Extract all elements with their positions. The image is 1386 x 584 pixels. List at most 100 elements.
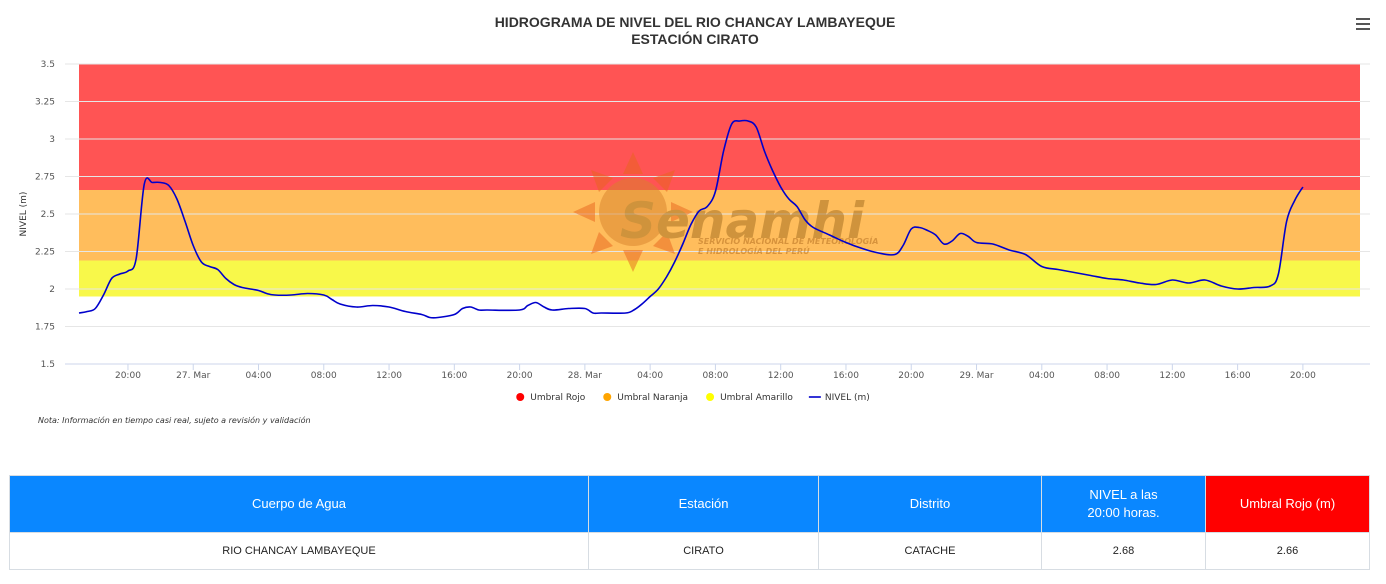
series-layer <box>78 119 1305 320</box>
x-tick-label: 28. Mar <box>568 371 602 381</box>
threshold-bands <box>79 64 1360 297</box>
y-tick-label: 2.75 <box>35 173 55 183</box>
data-point <box>533 300 538 305</box>
data-point <box>1235 287 1240 292</box>
legend-item-umbral-rojo[interactable]: Umbral Rojo <box>516 393 586 403</box>
legend[interactable]: Umbral Rojo Umbral Naranja Umbral Amarillo… <box>516 393 870 403</box>
data-point <box>966 234 971 239</box>
data-point <box>623 311 628 316</box>
data-point <box>1276 272 1281 277</box>
data-point <box>1300 185 1305 190</box>
x-tick-label: 29. Mar <box>959 371 993 381</box>
data-point <box>117 272 122 277</box>
menu-bar <box>1356 23 1370 25</box>
data-point <box>329 297 334 302</box>
watermark-subtitle-line1: SERVICIO NACIONAL DE METEOROLOGÍA <box>698 235 878 246</box>
header-estacion: Estación <box>588 475 819 533</box>
data-point <box>436 315 441 320</box>
data-point <box>941 242 946 247</box>
sun-icon <box>573 152 693 272</box>
data-point <box>737 119 742 124</box>
y-tick-label: 3 <box>49 135 55 145</box>
data-note: Nota: Información en tiempo casi real, s… <box>38 416 311 425</box>
x-tick-label: 16:00 <box>441 371 467 381</box>
data-point <box>803 218 808 223</box>
menu-bar <box>1356 28 1370 30</box>
data-point <box>1170 278 1175 283</box>
cell-nivel: 2.68 <box>1041 532 1206 570</box>
data-point <box>419 312 424 317</box>
axes: 1.5 1.75 2 2.25 2.5 2.75 3 3.25 3.5 20:00 27. Mar 0… <box>35 60 1370 381</box>
data-point <box>1072 270 1077 275</box>
data-point <box>1202 278 1207 283</box>
y-tick-label: 3.5 <box>41 60 55 70</box>
data-point <box>582 306 587 311</box>
data-point <box>338 302 343 307</box>
menu-bar <box>1356 18 1370 20</box>
hamburger-menu-icon[interactable] <box>1356 18 1370 30</box>
senamhi-logo-watermark: Senamhi SERVICIO NACIONAL DE METEOROLOGÍ… <box>573 152 878 272</box>
data-point <box>550 308 555 313</box>
data-point <box>305 291 310 296</box>
data-point <box>354 305 359 310</box>
data-point <box>843 240 848 245</box>
band-umbral-amarillo <box>79 260 1360 297</box>
data-point <box>672 260 677 265</box>
y-axis-label: NIVEL (m) <box>19 192 29 237</box>
data-point <box>917 225 922 230</box>
data-point <box>705 204 710 209</box>
data-point <box>827 233 832 238</box>
cell-distrito: CATACHE <box>818 532 1042 570</box>
data-point <box>166 183 171 188</box>
data-point <box>240 285 245 290</box>
hydrograph-chart: Senamhi SERVICIO NACIONAL DE METEOROLOGÍ… <box>19 60 1370 403</box>
data-point <box>542 305 547 310</box>
legend-symbol-circle <box>516 393 525 401</box>
data-point <box>387 305 392 310</box>
data-point <box>191 243 196 248</box>
data-point <box>746 119 751 124</box>
header-distrito: Distrito <box>818 475 1042 533</box>
legend-item-nivel-m[interactable]: NIVEL (m) <box>808 393 870 403</box>
x-tick-label: 20:00 <box>1290 371 1316 381</box>
data-point <box>1186 281 1191 286</box>
x-tick-label: 08:00 <box>311 371 337 381</box>
data-point <box>223 276 228 281</box>
data-point <box>762 149 767 154</box>
data-point <box>631 308 636 313</box>
data-point <box>656 287 661 292</box>
legend-label: NIVEL (m) <box>825 393 870 403</box>
band-umbral-naranja <box>79 190 1360 261</box>
data-point <box>1284 219 1289 224</box>
watermark-subtitle-line2: E HIDROLOGÍA DEL PERÚ <box>698 245 810 256</box>
legend-item-umbral-naranja[interactable]: Umbral Naranja <box>603 393 688 403</box>
data-point <box>892 252 897 257</box>
data-point <box>476 308 481 313</box>
station-table: Cuerpo de Agua Estación Distrito NIVEL a… <box>9 475 1370 570</box>
data-point <box>125 269 130 274</box>
grid-lines <box>65 63 1370 365</box>
chart-title-line1: HIDROGRAMA DE NIVEL DEL RIO CHANCAY LAMB… <box>494 14 896 30</box>
legend-item-umbral-amarillo[interactable]: Umbral Amarillo <box>706 393 793 403</box>
header-umbral-rojo: Umbral Rojo (m) <box>1205 475 1370 533</box>
data-point <box>680 242 685 247</box>
data-point <box>639 302 644 307</box>
data-point <box>272 293 277 298</box>
y-tick-label: 2.5 <box>41 210 55 220</box>
data-point <box>876 251 881 256</box>
x-tick-label: 20:00 <box>898 371 924 381</box>
y-tick-label: 2.25 <box>35 248 55 258</box>
data-point <box>403 309 408 314</box>
x-tick-label: 20:00 <box>507 371 533 381</box>
data-point <box>134 257 139 262</box>
data-point <box>207 264 212 269</box>
data-point <box>199 260 204 265</box>
x-tick-label: 04:00 <box>1029 371 1055 381</box>
legend-symbol-circle <box>706 393 715 401</box>
data-point <box>1056 267 1061 272</box>
data-point <box>183 219 188 224</box>
series-line-nivel <box>78 119 1304 319</box>
data-point <box>925 228 930 233</box>
x-tick-label: 12:00 <box>1159 371 1185 381</box>
data-point <box>517 308 522 313</box>
